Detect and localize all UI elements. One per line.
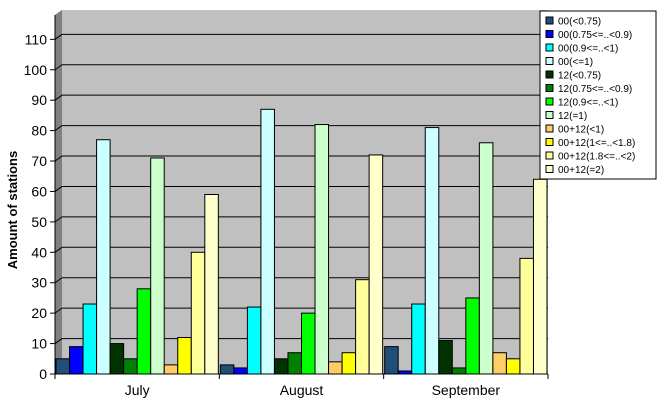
bar (260, 108, 275, 375)
y-axis-label: Amount of stations (5, 151, 20, 269)
y-tick-labels: 0 10 20 30 40 50 60 70 80 90 100 110 (24, 31, 55, 382)
bar (82, 303, 98, 375)
y-tick-label: 80 (31, 123, 47, 139)
legend-swatch (545, 151, 554, 160)
y-tick-label: 60 (31, 183, 47, 199)
bar (438, 340, 453, 375)
legend-swatch (545, 165, 554, 173)
bar (109, 343, 125, 375)
legend-label: 00(0.9<=..<1) (558, 44, 618, 55)
bar (532, 178, 548, 375)
y-tick-label: 100 (24, 62, 48, 78)
x-tick-label: July (125, 382, 150, 398)
legend-swatch (545, 138, 554, 146)
legend-label: 12(0.75<=..<0.9) (558, 84, 632, 95)
gridline-diagonal (54, 307, 63, 314)
bars (55, 108, 548, 375)
legend-label: 12(<0.75) (558, 71, 601, 82)
bar (301, 312, 316, 375)
bar (136, 288, 152, 375)
bar (190, 251, 206, 375)
x-tick-label: September (432, 382, 501, 398)
legend-swatch (545, 97, 554, 106)
bar (314, 124, 330, 375)
gridline-diagonal (54, 277, 63, 284)
bar (150, 157, 165, 375)
legend-swatch (545, 84, 554, 92)
legend-label: 00(<=1) (558, 57, 593, 68)
gridline-diagonal (54, 338, 63, 344)
bar (163, 364, 179, 375)
y-tick-label: 20 (31, 305, 47, 321)
legend-swatch (545, 70, 554, 79)
bar (219, 364, 235, 375)
y-tick-label: 10 (31, 336, 47, 352)
legend-swatch (545, 111, 554, 119)
legend-label: 12(=1) (558, 111, 587, 122)
legend-swatch (545, 16, 554, 25)
gridline-diagonal (54, 125, 63, 132)
bar (384, 346, 399, 375)
y-tick-label: 30 (31, 275, 47, 291)
gridline-diagonal (54, 216, 63, 223)
bar (492, 352, 507, 375)
bar (478, 142, 494, 375)
bar (69, 346, 84, 375)
gridline-diagonal (54, 33, 63, 40)
y-tick-label: 70 (31, 153, 47, 169)
bar (233, 367, 248, 375)
y-tick-label: 90 (31, 92, 47, 108)
legend-swatch (545, 57, 554, 65)
x-tick-labels: July August September (54, 374, 549, 398)
bar (355, 279, 370, 375)
bar (411, 303, 426, 375)
bar (465, 297, 480, 375)
bar (273, 358, 289, 375)
legend-label: 12(0.9<=..<1) (558, 98, 618, 109)
bar (328, 361, 343, 375)
bar (204, 194, 219, 375)
legend-swatch (545, 30, 554, 38)
legend-label: 00(0.75<=..<0.9) (558, 30, 632, 41)
gridline-diagonal (54, 64, 63, 71)
legend-label: 00+12(=2) (558, 165, 604, 176)
gridline-diagonal (54, 246, 63, 253)
y-tick-label: 50 (31, 214, 47, 230)
y-tick-label: 0 (39, 366, 47, 382)
gridline-diagonal (54, 94, 63, 101)
legend-box (539, 10, 657, 180)
bar (287, 352, 303, 375)
gridline-diagonal (54, 186, 63, 192)
legend: 00(<0.75) 00(0.75<=..<0.9) 00(0.9<=..<1) 00… (539, 10, 657, 180)
legend-swatch (545, 124, 554, 133)
y-tick-label: 110 (25, 31, 48, 47)
plot-side-wall (55, 10, 62, 374)
legend-label: 00(<0.75) (558, 17, 601, 28)
gridline-diagonal (54, 155, 63, 162)
bar (341, 352, 357, 375)
legend-label: 00+12(1.8<=..<2) (558, 152, 635, 163)
bar (96, 139, 111, 375)
bar (424, 127, 440, 375)
axes (54, 15, 548, 375)
y-tick-label: 40 (31, 244, 47, 260)
bar (177, 336, 192, 375)
bar (451, 367, 467, 375)
bar (519, 257, 534, 375)
bar (368, 154, 384, 375)
bar (123, 358, 138, 375)
bar (55, 358, 71, 375)
bar (246, 306, 262, 375)
legend-swatch (545, 43, 554, 52)
bar (505, 358, 521, 375)
legend-label: 00+12(<1) (558, 125, 604, 136)
legend-label: 00+12(1<=..<1.8) (558, 138, 635, 149)
x-tick-label: August (280, 382, 324, 398)
